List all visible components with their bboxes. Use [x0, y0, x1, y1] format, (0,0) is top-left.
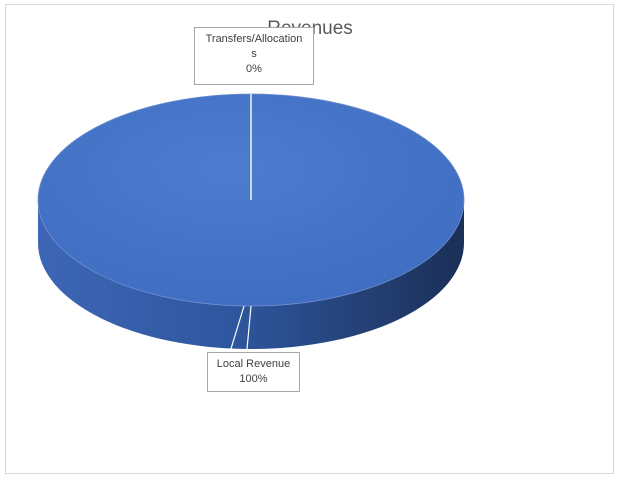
data-label-percent: 0% [246, 63, 262, 75]
data-label-transfers-allocations: Transfers/Allocation s 0% [194, 27, 314, 85]
data-label-local-revenue: Local Revenue 100% [207, 352, 300, 392]
pie-side-local-revenue [38, 200, 464, 349]
data-label-category-line-1: Transfers/Allocation [205, 33, 303, 45]
leader-line-local-revenue [229, 305, 245, 353]
data-label-percent: 100% [239, 373, 268, 385]
data-label-category-line-1: Local Revenue [216, 358, 291, 370]
data-label-category-line-2: s [251, 48, 257, 60]
pie-side-seam [246, 305, 252, 350]
